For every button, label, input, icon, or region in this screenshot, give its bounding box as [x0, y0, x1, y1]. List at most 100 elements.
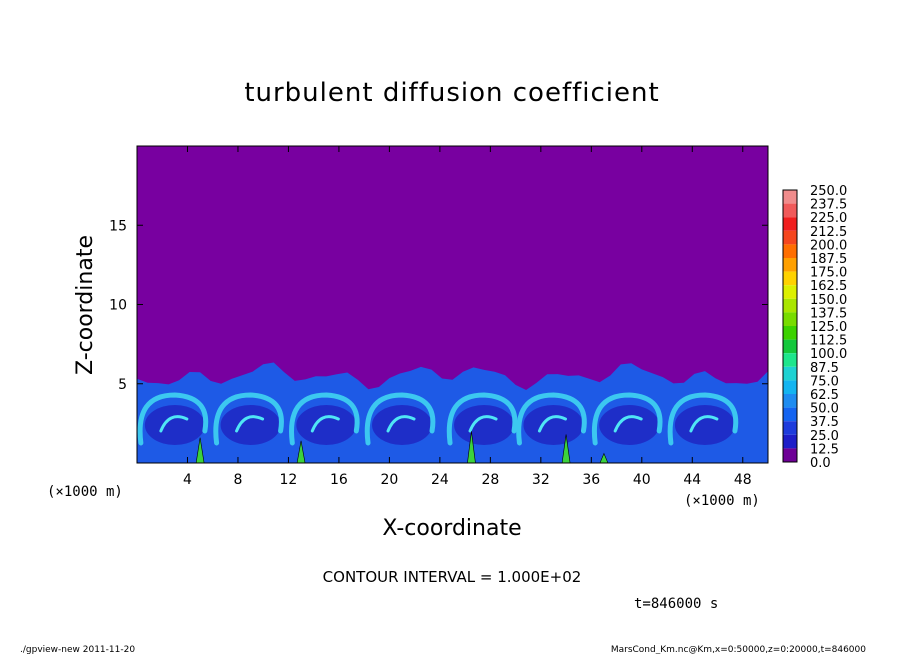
- colorbar-label: 12.5: [810, 442, 839, 457]
- eddy-core: [372, 404, 433, 445]
- colorbar-swatch: [783, 190, 797, 204]
- colorbar-label: 175.0: [810, 266, 847, 281]
- x-tick-label: 32: [532, 472, 550, 488]
- eddy-core: [523, 404, 584, 445]
- colorbar-swatch: [783, 407, 797, 422]
- colorbar-label: 50.0: [810, 402, 839, 417]
- eddy-core: [454, 404, 515, 445]
- x-tick-label: 20: [380, 472, 398, 488]
- eddy-inner-swirl: [310, 415, 340, 433]
- green-spike: [599, 452, 609, 463]
- colorbar-swatch: [783, 434, 797, 449]
- colorbar-swatch: [783, 448, 797, 462]
- green-spikes: [195, 431, 609, 463]
- colorbar-label: 137.5: [810, 306, 847, 321]
- y-axis-ticks: 5 10 15: [109, 218, 768, 393]
- colorbar-label: 212.5: [810, 225, 847, 240]
- colorbar-swatch: [783, 258, 797, 272]
- eddy-swirl: [137, 392, 209, 446]
- colorbar-label: 75.0: [810, 374, 839, 389]
- y-axis-title: Z-coordinate: [73, 235, 98, 375]
- x-unit-left: (×1000 m): [47, 484, 123, 500]
- time-label: t=846000 s: [634, 596, 718, 612]
- colorbar-swatch: [783, 271, 797, 286]
- eddy-swirl: [364, 392, 436, 446]
- colorbar-swatch: [783, 339, 797, 354]
- eddy-inner-swirl: [159, 415, 189, 433]
- y-tick-label: 10: [109, 298, 127, 314]
- colorbar-swatch: [783, 203, 797, 218]
- colorbar-label: 150.0: [810, 293, 847, 308]
- colorbar-swatch: [783, 285, 797, 299]
- eddy-inner-swirl: [235, 415, 265, 433]
- colorbar-swatch: [783, 380, 797, 394]
- colorbar-label: 200.0: [810, 238, 847, 253]
- colorbar-swatch: [783, 421, 797, 435]
- eddy-swirl: [667, 392, 739, 446]
- colorbar-swatch: [783, 230, 797, 245]
- eddy-core: [144, 404, 205, 445]
- eddy-swirl: [213, 392, 284, 446]
- x-axis-ticks: 4 8 12 16 20 24 28 32 36 40 44 48: [183, 146, 752, 488]
- colorbar-swatch: [783, 298, 797, 313]
- colorbar: 250.0237.5225.0212.5200.0187.5175.0162.5…: [782, 184, 847, 471]
- x-tick-label: 28: [481, 472, 499, 488]
- colorbar-swatch: [783, 312, 797, 326]
- eddy-swirl: [446, 392, 518, 446]
- y-tick-label: 5: [118, 377, 127, 393]
- eddy-core: [599, 404, 660, 445]
- colorbar-label: 250.0: [810, 184, 847, 199]
- x-unit-right: (×1000 m): [684, 493, 760, 509]
- colorbar-swatch: [783, 217, 797, 231]
- x-tick-label: 8: [233, 472, 242, 488]
- chart-title: turbulent diffusion coefficient: [244, 78, 659, 108]
- colorbar-label: 225.0: [810, 211, 847, 226]
- colorbar-label: 37.5: [810, 415, 839, 430]
- eddy-core: [674, 404, 735, 445]
- colorbar-swatch: [783, 353, 797, 367]
- x-tick-label: 24: [431, 472, 449, 488]
- x-tick-label: 4: [183, 472, 192, 488]
- colorbar-label: 162.5: [810, 279, 847, 294]
- eddy-core: [220, 404, 281, 445]
- colorbar-frame: [782, 189, 798, 463]
- colorbar-label: 100.0: [810, 347, 847, 362]
- eddy-swirl: [591, 392, 663, 446]
- x-tick-label: 12: [280, 472, 298, 488]
- eddy-inner-swirl: [613, 415, 643, 433]
- green-spike: [467, 431, 476, 463]
- eddy-core: [296, 404, 357, 445]
- green-spike: [296, 440, 306, 463]
- eddy-inner-swirl: [386, 415, 416, 433]
- colorbar-swatch: [783, 366, 797, 381]
- colorbar-label: 25.0: [810, 429, 839, 444]
- x-tick-label: 16: [330, 472, 348, 488]
- colorbar-label: 237.5: [810, 198, 847, 213]
- x-tick-label: 40: [633, 472, 651, 488]
- colorbar-label: 62.5: [810, 388, 839, 403]
- x-tick-label: 44: [683, 472, 701, 488]
- colorbar-swatch: [783, 326, 797, 340]
- contour-interval: CONTOUR INTERVAL = 1.000E+02: [323, 568, 582, 586]
- eddy-inner-swirl: [537, 415, 567, 433]
- colorbar-swatch: [783, 394, 797, 408]
- green-spike: [195, 437, 205, 463]
- x-tick-label: 36: [582, 472, 600, 488]
- colorbar-swatch: [783, 244, 797, 258]
- x-tick-label: 48: [734, 472, 752, 488]
- eddy-swirl: [289, 392, 360, 446]
- y-tick-label: 15: [109, 218, 127, 234]
- footer-right: MarsCond_Km.nc@Km,x=0:50000,z=0:20000,t=…: [611, 645, 866, 654]
- eddy-inner-swirl: [689, 415, 719, 433]
- colorbar-label: 125.0: [810, 320, 847, 335]
- colorbar-label: 187.5: [810, 252, 847, 267]
- colorbar-label: 0.0: [810, 456, 831, 471]
- colorbar-label: 112.5: [810, 334, 847, 349]
- eddy-inner-swirl: [468, 415, 498, 433]
- green-spike: [561, 434, 571, 463]
- colorbar-label: 87.5: [810, 361, 839, 376]
- footer-left: ./gpview-new 2011-11-20: [20, 645, 135, 654]
- x-axis-title: X-coordinate: [382, 516, 521, 541]
- eddy-swirl: [516, 392, 587, 446]
